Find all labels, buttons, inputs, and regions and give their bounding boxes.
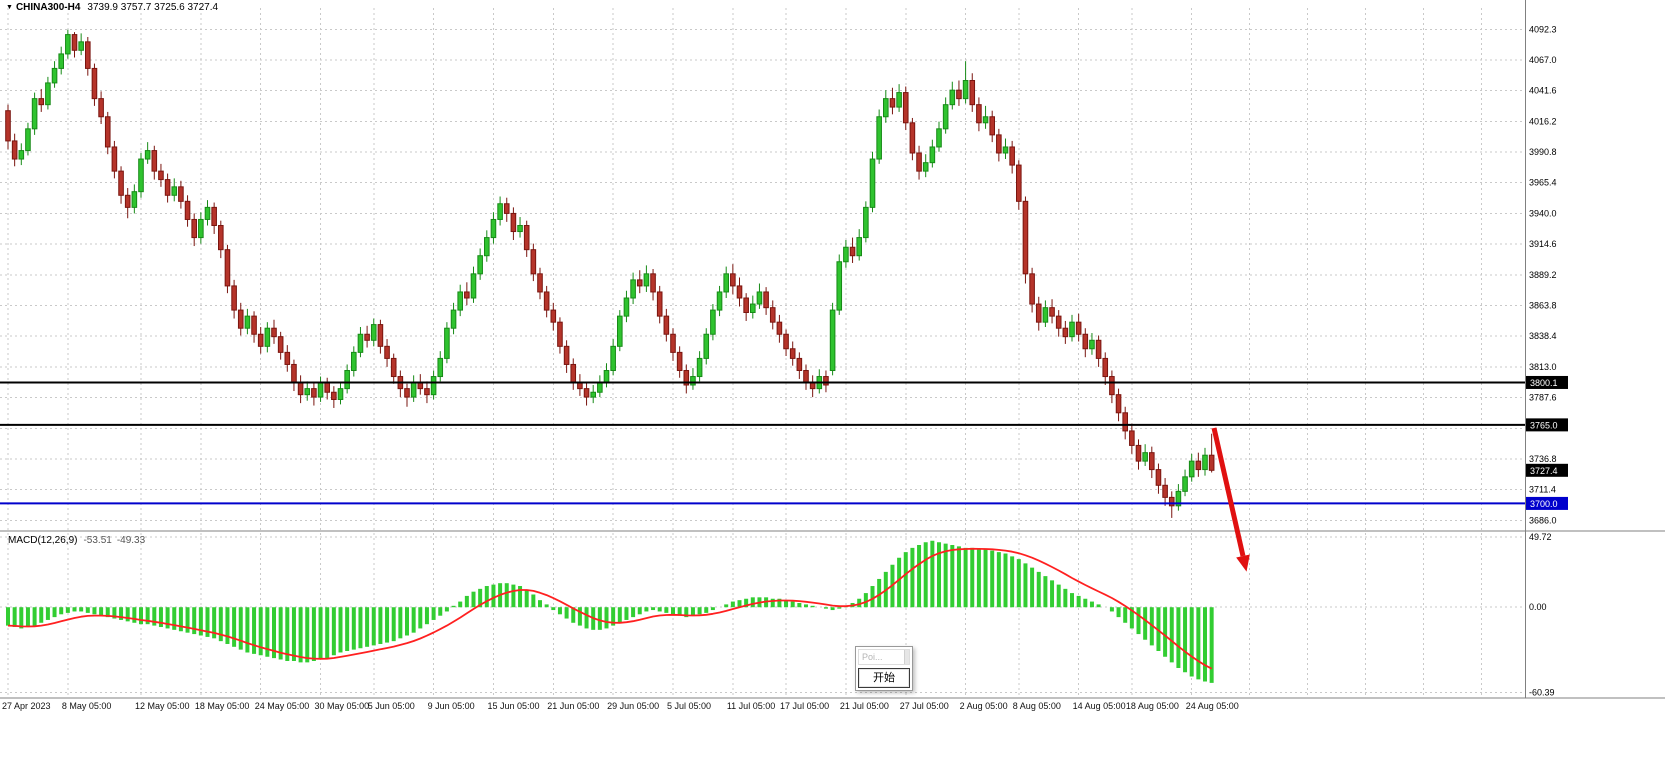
svg-text:3787.6: 3787.6: [1529, 393, 1557, 403]
svg-text:4016.2: 4016.2: [1529, 116, 1557, 126]
candles: [5, 29, 1215, 518]
svg-text:3863.8: 3863.8: [1529, 300, 1557, 310]
popup-dialog: Poi... 开始: [855, 646, 913, 691]
svg-text:14 Aug 05:00: 14 Aug 05:00: [1073, 701, 1126, 711]
svg-text:3727.4: 3727.4: [1530, 466, 1558, 476]
svg-text:21 Jun 05:00: 21 Jun 05:00: [547, 701, 599, 711]
svg-text:3965.4: 3965.4: [1529, 178, 1557, 188]
svg-text:9 Jun 05:00: 9 Jun 05:00: [428, 701, 475, 711]
macd-indicator-label: MACD(12,26,9) -53.51 -49.33: [8, 535, 145, 546]
svg-text:30 May 05:00: 30 May 05:00: [315, 701, 370, 711]
price-badge-3727.4: [1526, 463, 1568, 477]
symbol-label: CHINA300-H4: [15, 2, 81, 13]
svg-text:18 Aug 05:00: 18 Aug 05:00: [1126, 701, 1179, 711]
chart-title: ▼ CHINA300-H4 3739.9 3757.7 3725.6 3727.4: [6, 2, 218, 13]
svg-text:3813.0: 3813.0: [1529, 362, 1557, 372]
start-button[interactable]: 开始: [858, 668, 910, 688]
svg-text:5 Jun 05:00: 5 Jun 05:00: [368, 701, 415, 711]
ohlc-values: 3739.9 3757.7 3725.6 3727.4: [87, 2, 219, 13]
popup-item-label: Poi...: [862, 652, 883, 662]
svg-text:17 Jul 05:00: 17 Jul 05:00: [780, 701, 829, 711]
dropdown-arrow-icon[interactable]: ▼: [6, 4, 13, 11]
macd-signal-line: [7, 547, 1213, 670]
svg-text:8 May 05:00: 8 May 05:00: [62, 701, 112, 711]
svg-text:11 Jul 05:00: 11 Jul 05:00: [727, 701, 775, 711]
popup-list-item[interactable]: Poi...: [858, 649, 910, 665]
svg-text:3736.8: 3736.8: [1529, 454, 1557, 464]
svg-text:3686.0: 3686.0: [1529, 515, 1557, 525]
time-axis: 27 Apr 2023 8 May 05:00 12 May 05:00 18 May…: [2, 701, 1239, 711]
svg-text:21 Jul 05:00: 21 Jul 05:00: [840, 701, 889, 711]
svg-text:3711.4: 3711.4: [1529, 485, 1556, 495]
svg-text:3914.6: 3914.6: [1529, 239, 1557, 249]
svg-text:29 Jun 05:00: 29 Jun 05:00: [607, 701, 659, 711]
macd-main-value: -53.51: [83, 535, 112, 546]
trend-arrow[interactable]: [1211, 427, 1250, 572]
svg-text:0.00: 0.00: [1529, 602, 1547, 612]
macd-name: MACD(12,26,9): [8, 535, 78, 546]
price-badge-3765.0: [1526, 418, 1568, 432]
svg-text:-60.39: -60.39: [1529, 688, 1555, 698]
svg-text:5 Jul 05:00: 5 Jul 05:00: [667, 701, 711, 711]
svg-text:18 May 05:00: 18 May 05:00: [195, 701, 250, 711]
svg-text:27 Jul 05:00: 27 Jul 05:00: [900, 701, 949, 711]
svg-text:3700.0: 3700.0: [1530, 499, 1558, 509]
macd-panel: [6, 540, 1214, 683]
svg-text:3765.0: 3765.0: [1530, 420, 1558, 430]
panel-separators: [0, 0, 1665, 699]
svg-text:3838.4: 3838.4: [1529, 331, 1557, 341]
popup-scrollbar[interactable]: [904, 650, 909, 664]
price-axis: 4092.3 4067.0 4041.6 4016.2 3990.8 3965.4 3940…: [1526, 24, 1568, 698]
price-level-lines[interactable]: [0, 381, 1525, 505]
svg-text:24 May 05:00: 24 May 05:00: [255, 701, 310, 711]
svg-text:27 Apr 2023: 27 Apr 2023: [2, 701, 51, 711]
svg-text:4092.3: 4092.3: [1529, 24, 1557, 34]
svg-text:3940.0: 3940.0: [1529, 208, 1557, 218]
svg-text:3990.8: 3990.8: [1529, 147, 1557, 157]
svg-text:24 Aug 05:00: 24 Aug 05:00: [1186, 701, 1239, 711]
grid-lines: [0, 8, 1525, 697]
macd-signal-value: -49.33: [116, 535, 146, 546]
svg-text:4067.0: 4067.0: [1529, 55, 1557, 65]
svg-text:3889.2: 3889.2: [1529, 270, 1557, 280]
svg-text:4041.6: 4041.6: [1529, 86, 1557, 96]
svg-text:3800.1: 3800.1: [1530, 378, 1558, 388]
price-badge-3700.0: [1526, 496, 1568, 510]
price-badge-3800.1: [1526, 375, 1568, 389]
svg-text:49.72: 49.72: [1529, 532, 1552, 542]
svg-text:8 Aug 05:00: 8 Aug 05:00: [1013, 701, 1061, 711]
svg-text:12 May 05:00: 12 May 05:00: [135, 701, 190, 711]
svg-text:15 Jun 05:00: 15 Jun 05:00: [487, 701, 539, 711]
svg-text:2 Aug 05:00: 2 Aug 05:00: [960, 701, 1008, 711]
